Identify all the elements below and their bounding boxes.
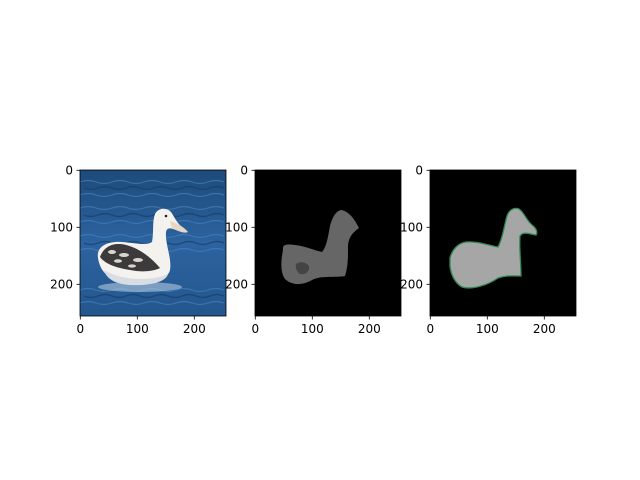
- y-tick-label: 100: [50, 221, 73, 235]
- y-tick-label: 100: [225, 221, 248, 235]
- x-tick-label: 100: [476, 322, 499, 336]
- x-tick-label: 0: [76, 322, 84, 336]
- photo-y-axis: 0 100 200: [50, 164, 80, 292]
- gray-mask-axes-frame: [254, 169, 402, 317]
- photo-x-axis: 0 100 200: [76, 316, 206, 336]
- y-tick-label: 0: [65, 164, 73, 178]
- y-tick-label: 0: [240, 164, 248, 178]
- photo-panel: 0 100 200 0 100 200: [50, 164, 227, 336]
- contour-mask-x-axis: 0 100 200: [426, 316, 556, 336]
- y-tick-label: 200: [225, 278, 248, 292]
- y-tick-label: 200: [400, 278, 423, 292]
- bird-contour-silhouette: [449, 207, 538, 289]
- contour-mask-y-axis: 0 100 200: [400, 164, 430, 292]
- x-tick-label: 100: [126, 322, 149, 336]
- gray-mask-x-axis: 0 100 200: [251, 316, 381, 336]
- y-tick-label: 200: [50, 278, 73, 292]
- gray-mask-y-axis: 0 100 200: [225, 164, 255, 292]
- y-tick-label: 100: [400, 221, 423, 235]
- y-tick-label: 0: [415, 164, 423, 178]
- gray-mask-panel: 0 100 200 0 100 200: [225, 164, 402, 336]
- x-tick-label: 0: [426, 322, 434, 336]
- x-tick-label: 200: [358, 322, 381, 336]
- albatross-photo: [80, 170, 226, 316]
- photo-axes-frame: [79, 169, 227, 317]
- x-tick-label: 100: [301, 322, 324, 336]
- x-tick-label: 200: [533, 322, 556, 336]
- contour-mask-axes-frame: [429, 169, 577, 317]
- dark-wing-region: [295, 262, 310, 275]
- x-tick-label: 0: [251, 322, 259, 336]
- contour-mask-panel: 0 100 200 0 100 200: [400, 164, 577, 336]
- x-tick-label: 200: [183, 322, 206, 336]
